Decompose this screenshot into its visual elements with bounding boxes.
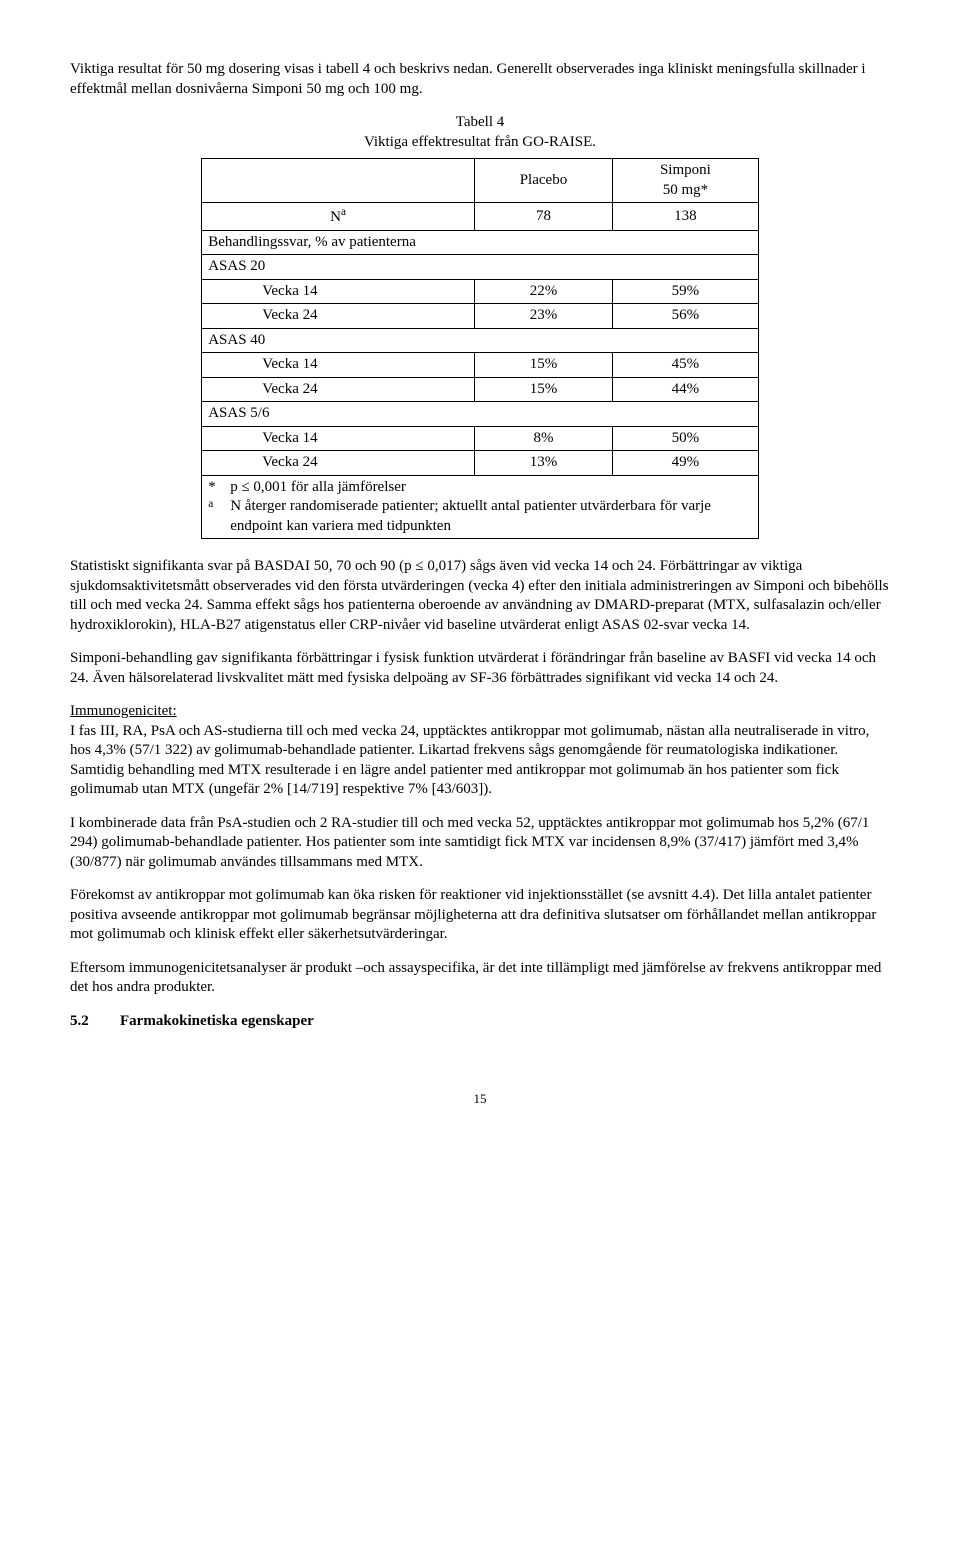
asas56-v14-placebo: 8% bbox=[474, 426, 612, 451]
footnote1-marker: * bbox=[208, 478, 230, 498]
header-placebo: Placebo bbox=[474, 159, 612, 203]
asas40-v24-label: Vecka 24 bbox=[202, 377, 475, 402]
treatment-line2: 50 mg* bbox=[663, 182, 708, 198]
section-number: 5.2 bbox=[70, 1012, 100, 1032]
asas56-v24-placebo: 13% bbox=[474, 451, 612, 476]
intro-paragraph: Viktiga resultat för 50 mg dosering visa… bbox=[70, 60, 890, 99]
asas20-v14-treatment: 59% bbox=[613, 279, 759, 304]
paragraph-immuno1: I fas III, RA, PsA och AS-studierna till… bbox=[70, 722, 890, 800]
n-label: N bbox=[330, 209, 341, 225]
asas56-row: ASAS 5/6 bbox=[202, 402, 759, 427]
immunogenicity-heading-line: Immunogenicitet: bbox=[70, 702, 890, 722]
table-caption-line2: Viktiga effektresultat från GO-RAISE. bbox=[364, 134, 596, 150]
table-caption: Tabell 4 Viktiga effektresultat från GO-… bbox=[70, 113, 890, 152]
asas56-v14-label: Vecka 14 bbox=[202, 426, 475, 451]
asas56-v24-label: Vecka 24 bbox=[202, 451, 475, 476]
table-caption-line1: Tabell 4 bbox=[456, 114, 505, 130]
footnote2-marker: a bbox=[208, 497, 230, 536]
header-treatment: Simponi 50 mg* bbox=[613, 159, 759, 203]
footnote2-text: N återger randomiserade patienter; aktue… bbox=[230, 497, 752, 536]
footnote1-text: p ≤ 0,001 för alla jämförelser bbox=[230, 478, 406, 498]
paragraph-immuno2: I kombinerade data från PsA-studien och … bbox=[70, 814, 890, 873]
paragraph-immuno3: Förekomst av antikroppar mot golimumab k… bbox=[70, 886, 890, 945]
table-footnotes: * p ≤ 0,001 för alla jämförelser a N åte… bbox=[202, 475, 759, 539]
asas40-v24-placebo: 15% bbox=[474, 377, 612, 402]
header-empty bbox=[202, 159, 475, 203]
asas40-v14-placebo: 15% bbox=[474, 353, 612, 378]
asas40-v24-treatment: 44% bbox=[613, 377, 759, 402]
paragraph-basfi: Simponi-behandling gav signifikanta förb… bbox=[70, 649, 890, 688]
asas20-v24-label: Vecka 24 bbox=[202, 304, 475, 329]
asas20-row: ASAS 20 bbox=[202, 255, 759, 280]
n-placebo: 78 bbox=[474, 203, 612, 231]
n-sup: a bbox=[341, 206, 346, 218]
section-heading: 5.2 Farmakokinetiska egenskaper bbox=[70, 1012, 890, 1032]
treatment-line1: Simponi bbox=[660, 162, 711, 178]
response-header: Behandlingssvar, % av patienterna bbox=[202, 230, 759, 255]
asas20-v24-placebo: 23% bbox=[474, 304, 612, 329]
asas56-v24-treatment: 49% bbox=[613, 451, 759, 476]
section-title: Farmakokinetiska egenskaper bbox=[120, 1012, 314, 1032]
n-label-cell: Na bbox=[202, 203, 475, 231]
asas20-v14-placebo: 22% bbox=[474, 279, 612, 304]
asas20-v14-label: Vecka 14 bbox=[202, 279, 475, 304]
asas56-v14-treatment: 50% bbox=[613, 426, 759, 451]
immunogenicity-heading: Immunogenicitet: bbox=[70, 703, 177, 719]
asas40-v14-label: Vecka 14 bbox=[202, 353, 475, 378]
asas20-v24-treatment: 56% bbox=[613, 304, 759, 329]
asas40-row: ASAS 40 bbox=[202, 328, 759, 353]
paragraph-immuno4: Eftersom immunogenicitetsanalyser är pro… bbox=[70, 959, 890, 998]
results-table: Placebo Simponi 50 mg* Na 78 138 Behandl… bbox=[201, 158, 759, 539]
asas40-v14-treatment: 45% bbox=[613, 353, 759, 378]
paragraph-basdai: Statistiskt signifikanta svar på BASDAI … bbox=[70, 557, 890, 635]
n-treatment: 138 bbox=[613, 203, 759, 231]
page-number: 15 bbox=[70, 1091, 890, 1108]
